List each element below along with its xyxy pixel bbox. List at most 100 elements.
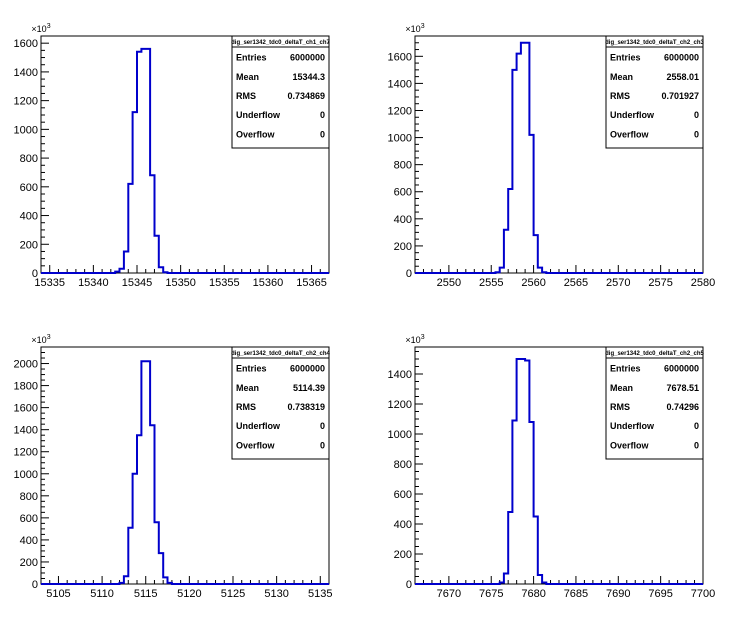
x-tick-label: 15340 (78, 277, 109, 289)
histogram-series (415, 358, 703, 585)
y-tick-label: 1000 (14, 469, 38, 481)
x-tick-label: 5115 (134, 588, 158, 600)
stats-value-underflow: 0 (320, 110, 325, 120)
y-tick-label: 1200 (388, 399, 412, 411)
y-tick-label: 400 (20, 211, 38, 223)
stats-value-underflow: 0 (694, 421, 699, 431)
y-tick-label: 200 (20, 239, 38, 251)
x-tick-label: 5135 (308, 588, 332, 600)
x-tick-label: 2560 (521, 277, 545, 289)
stats-label-overflow: Overflow (236, 129, 276, 139)
stats-value-rms: 0.701927 (661, 91, 699, 101)
y-tick-label: 800 (20, 491, 38, 503)
y-tick-label: 1000 (388, 429, 412, 441)
x-tick-label: 15350 (165, 277, 196, 289)
histogram-pad-2: 2550 2555 2560 2565 2570 2575 2580 0 200 400 600 80… (388, 23, 716, 289)
stats-box (605, 35, 704, 149)
stats-label-rms: RMS (610, 91, 630, 101)
y-axis-exponent: 3 (421, 334, 425, 341)
stats-label-mean: Mean (236, 383, 259, 393)
stats-value-overflow: 0 (320, 440, 325, 450)
stats-histogram-name: dig_ser1342_tdc0_deltaT_ch2_ch4 (231, 351, 330, 357)
stats-value-entries: 6000000 (664, 53, 699, 63)
stats-label-mean: Mean (610, 383, 633, 393)
y-axis-multiplier: ×103 (31, 23, 50, 34)
y-tick-label: 1200 (14, 96, 38, 108)
y-tick-label: 1400 (388, 369, 412, 381)
histogram-pad-4: 7670 7675 7680 7685 7690 7695 7700 0 200 400 600 80… (388, 334, 716, 600)
y-tick-label: 1600 (14, 38, 38, 50)
y-tick-label: 800 (394, 459, 412, 471)
y-tick-label: 1400 (388, 78, 412, 90)
histogram-series (41, 360, 329, 585)
stats-label-underflow: Underflow (610, 110, 655, 120)
x-tick-label: 7670 (437, 588, 461, 600)
stats-label-mean: Mean (236, 72, 259, 82)
y-tick-label: 0 (406, 579, 412, 591)
stats-label-rms: RMS (236, 402, 256, 412)
stats-label-overflow: Overflow (610, 440, 650, 450)
stats-label-entries: Entries (610, 53, 641, 63)
stats-histogram-name: dig_ser1342_tdc0_deltaT_ch1_ch7 (231, 40, 330, 46)
stats-value-mean: 15344.3 (292, 72, 325, 82)
x-tick-label: 7685 (564, 588, 588, 600)
y-axis-multiplier: ×103 (405, 334, 424, 345)
y-axis-exponent: 3 (47, 23, 51, 30)
x-tick-label: 5105 (46, 588, 70, 600)
y-tick-label: 1200 (388, 105, 412, 117)
x-tick-label: 2570 (606, 277, 630, 289)
y-tick-label: 600 (394, 489, 412, 501)
stats-box (231, 346, 330, 460)
y-tick-label: 1000 (14, 124, 38, 136)
x-tick-label: 5125 (221, 588, 245, 600)
stats-value-mean: 5114.39 (293, 383, 325, 393)
histogram-pad-1: 15335 15340 15345 15350 15355 15360 15365 0 200 4… (14, 23, 331, 289)
y-tick-label: 600 (394, 187, 412, 199)
histogram-series (41, 47, 329, 274)
y-tick-label: 1400 (14, 425, 38, 437)
x-tick-label: 2550 (437, 277, 461, 289)
stats-label-mean: Mean (610, 72, 633, 82)
y-axis-exponent: 3 (47, 334, 51, 341)
x-tick-label: 5110 (90, 588, 114, 600)
stats-label-entries: Entries (236, 53, 267, 63)
x-tick-label: 7675 (479, 588, 503, 600)
y-tick-label: 400 (394, 214, 412, 226)
y-tick-label: 0 (32, 579, 38, 591)
y-tick-label: 800 (394, 160, 412, 172)
x-tick-label: 15345 (122, 277, 153, 289)
y-tick-label: 200 (394, 241, 412, 253)
stats-label-rms: RMS (610, 402, 630, 412)
y-axis-exponent: 3 (421, 23, 425, 30)
x-tick-label: 7695 (648, 588, 672, 600)
x-tick-label: 15355 (209, 277, 240, 289)
stats-label-entries: Entries (610, 364, 641, 374)
y-tick-label: 400 (394, 519, 412, 531)
stats-value-overflow: 0 (694, 129, 699, 139)
stats-label-entries: Entries (236, 364, 267, 374)
x-tick-label: 2555 (479, 277, 503, 289)
stats-value-overflow: 0 (320, 129, 325, 139)
x-tick-label: 15360 (253, 277, 284, 289)
stats-value-entries: 6000000 (664, 364, 699, 374)
y-axis-multiplier: ×103 (31, 334, 50, 345)
x-tick-label: 15365 (296, 277, 327, 289)
histogram-pad-3: 5105 5110 5115 5120 5125 5130 5135 0 200 400 600 80… (14, 334, 333, 600)
x-tick-label: 7680 (521, 588, 545, 600)
x-tick-label: 7690 (606, 588, 630, 600)
stats-value-underflow: 0 (694, 110, 699, 120)
stats-box (605, 346, 704, 460)
y-tick-label: 1800 (14, 381, 38, 393)
x-tick-label: 2575 (648, 277, 672, 289)
stats-value-overflow: 0 (694, 440, 699, 450)
stats-value-underflow: 0 (320, 421, 325, 431)
stats-label-rms: RMS (236, 91, 256, 101)
y-tick-label: 600 (20, 513, 38, 525)
y-tick-label: 800 (20, 153, 38, 165)
y-tick-label: 200 (394, 549, 412, 561)
y-tick-label: 0 (406, 268, 412, 280)
x-tick-label: 2565 (564, 277, 588, 289)
stats-box (231, 35, 330, 149)
y-tick-label: 600 (20, 182, 38, 194)
